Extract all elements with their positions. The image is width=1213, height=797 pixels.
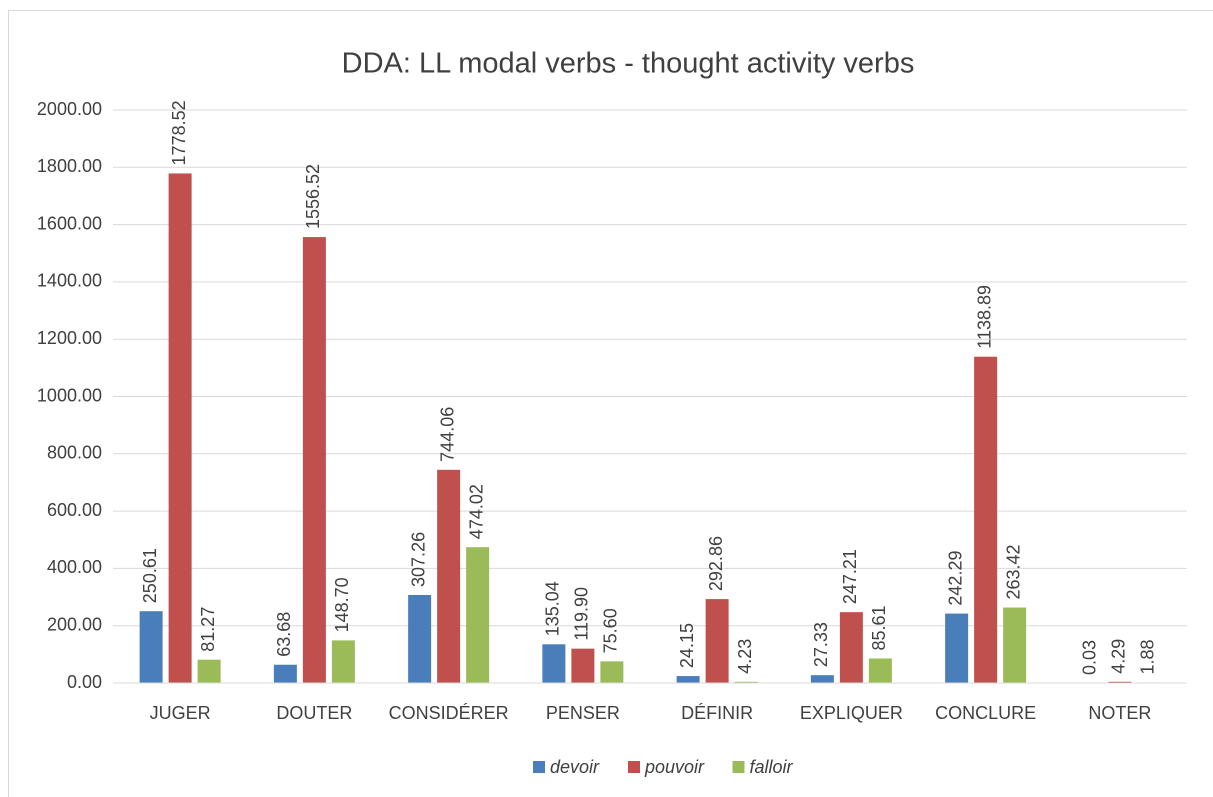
x-tick-label: PENSER bbox=[546, 703, 620, 723]
bar bbox=[868, 658, 892, 683]
y-tick-label: 0.00 bbox=[67, 672, 102, 692]
data-label: 307.26 bbox=[408, 532, 428, 587]
y-tick-label: 1400.00 bbox=[37, 271, 102, 291]
bar bbox=[437, 469, 461, 683]
y-tick-label: 600.00 bbox=[47, 500, 102, 520]
bar bbox=[974, 356, 998, 683]
bar bbox=[168, 173, 192, 683]
data-label: 75.60 bbox=[601, 608, 621, 653]
data-label: 0.03 bbox=[1080, 640, 1100, 675]
data-label: 4.29 bbox=[1109, 639, 1129, 674]
x-tick-label: JUGER bbox=[150, 703, 211, 723]
data-label: 263.42 bbox=[1003, 544, 1023, 599]
legend-swatch bbox=[732, 761, 745, 773]
chart-frame bbox=[8, 10, 1213, 797]
data-label: 1.88 bbox=[1138, 639, 1158, 674]
bar bbox=[273, 664, 297, 683]
data-label: 1556.52 bbox=[303, 164, 323, 229]
bar bbox=[571, 648, 595, 683]
data-label: 27.33 bbox=[811, 622, 831, 667]
data-label: 24.15 bbox=[677, 623, 697, 668]
bar bbox=[302, 237, 326, 684]
data-label: 4.23 bbox=[735, 639, 755, 674]
bar bbox=[705, 599, 729, 683]
data-label: 250.61 bbox=[140, 548, 160, 603]
data-label: 744.06 bbox=[437, 407, 457, 462]
legend-label: pouvoir bbox=[644, 757, 705, 777]
bar bbox=[542, 644, 566, 683]
y-tick-label: 800.00 bbox=[47, 443, 102, 463]
bar bbox=[197, 659, 221, 683]
y-tick-label: 200.00 bbox=[47, 614, 102, 634]
x-tick-label: NOTER bbox=[1088, 703, 1151, 723]
y-tick-label: 400.00 bbox=[47, 557, 102, 577]
bar bbox=[466, 547, 490, 683]
data-label: 81.27 bbox=[198, 607, 218, 652]
bar bbox=[600, 661, 624, 683]
y-tick-label: 2000.00 bbox=[37, 99, 102, 119]
data-label: 148.70 bbox=[332, 577, 352, 632]
data-label: 85.61 bbox=[869, 605, 889, 650]
legend-swatch bbox=[533, 761, 545, 773]
bar bbox=[676, 676, 700, 683]
data-label: 1778.52 bbox=[169, 100, 189, 165]
x-tick-label: EXPLIQUER bbox=[800, 703, 903, 723]
x-tick-label: CONSIDÉRER bbox=[389, 703, 509, 723]
data-label: 119.90 bbox=[572, 587, 592, 641]
chart-title: DDA: LL modal verbs - thought activity v… bbox=[342, 48, 915, 80]
y-tick-label: 1200.00 bbox=[37, 328, 102, 348]
data-label: 135.04 bbox=[543, 581, 563, 636]
data-label: 63.68 bbox=[274, 612, 294, 657]
bar bbox=[1108, 681, 1132, 683]
bar bbox=[945, 613, 969, 683]
data-label: 474.02 bbox=[466, 484, 486, 539]
y-tick-label: 1000.00 bbox=[37, 385, 102, 405]
bar bbox=[331, 640, 355, 683]
x-tick-label: DOUTER bbox=[276, 703, 352, 723]
legend-label: falloir bbox=[750, 757, 794, 777]
data-label: 292.86 bbox=[706, 536, 726, 591]
data-label: 247.21 bbox=[840, 549, 860, 604]
data-label: 242.29 bbox=[945, 551, 965, 606]
y-tick-label: 1800.00 bbox=[37, 156, 102, 176]
x-tick-label: DÉFINIR bbox=[681, 703, 753, 723]
bar bbox=[810, 675, 834, 683]
bar bbox=[408, 594, 432, 683]
bar bbox=[1003, 607, 1027, 683]
legend-label: devoir bbox=[550, 757, 600, 777]
bar bbox=[839, 612, 863, 683]
bar bbox=[139, 611, 163, 683]
y-tick-label: 1600.00 bbox=[37, 213, 102, 233]
x-tick-label: CONCLURE bbox=[935, 703, 1036, 723]
bar bbox=[734, 681, 758, 683]
data-label: 1138.89 bbox=[974, 285, 994, 349]
legend-swatch bbox=[628, 761, 640, 773]
